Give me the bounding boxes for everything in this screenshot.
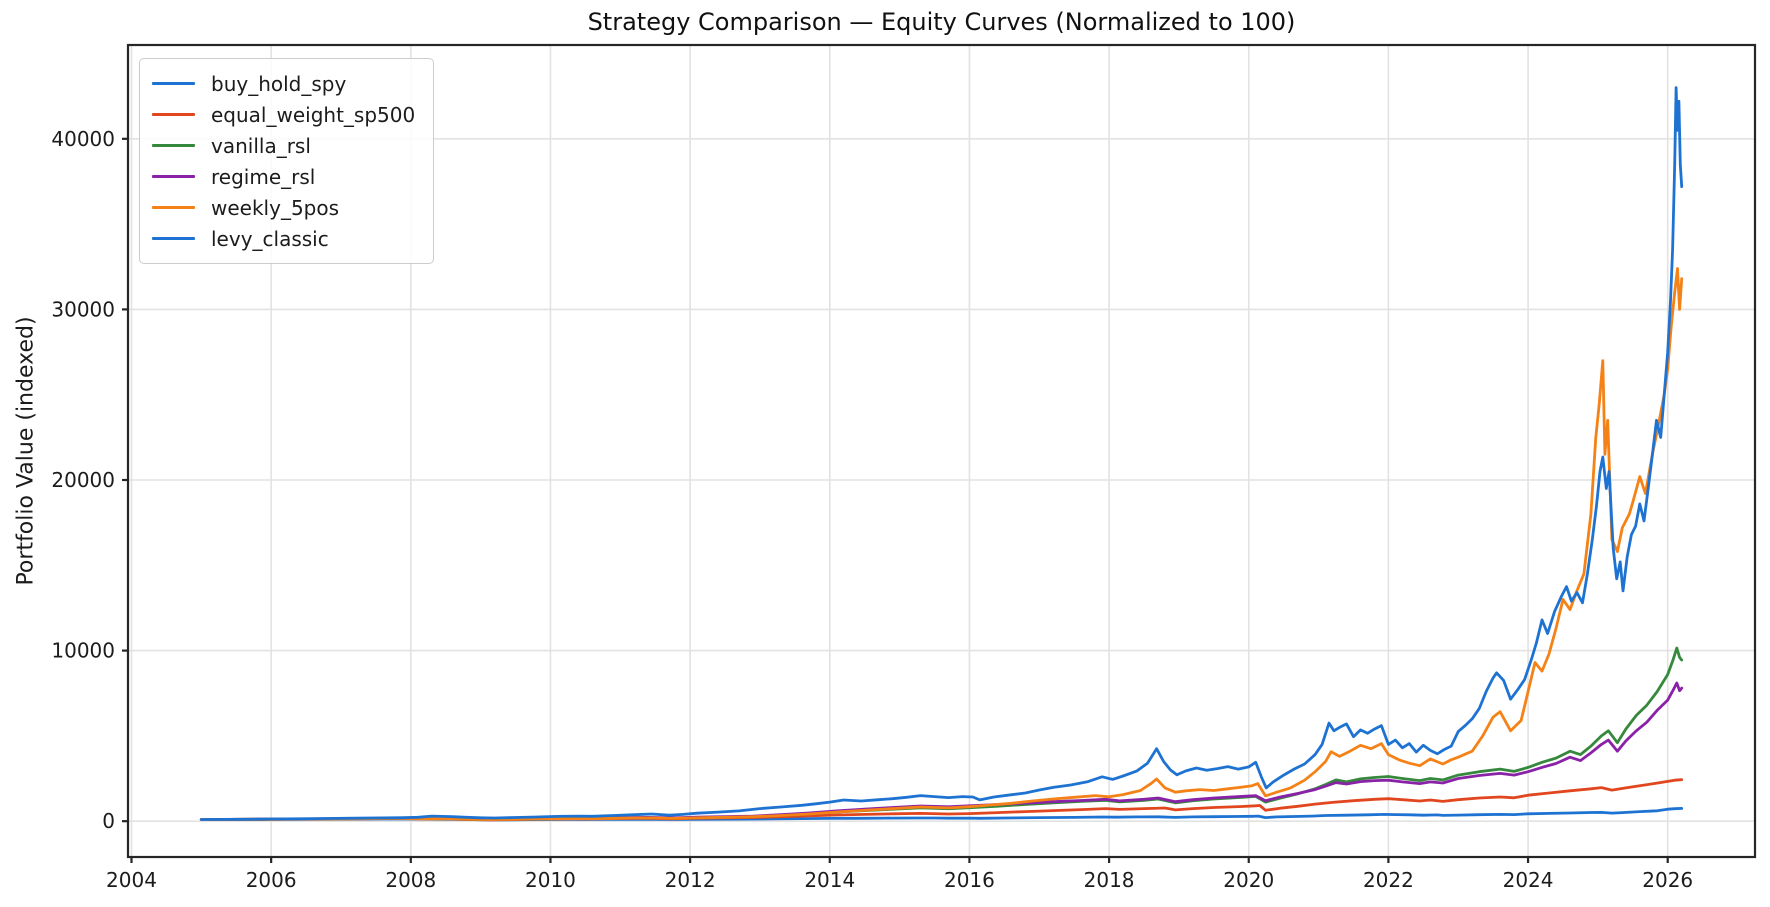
legend-item-buy_hold_spy: buy_hold_spy [152, 68, 415, 99]
legend-label: regime_rsl [211, 164, 316, 189]
x-tick-label: 2010 [525, 868, 576, 892]
legend: buy_hold_spy equal_weight_sp500 vanilla_rs… [139, 58, 435, 264]
legend-line-swatch [152, 81, 195, 86]
legend-line-swatch [152, 205, 195, 210]
legend-line-swatch [152, 143, 195, 148]
legend-label: buy_hold_spy [211, 71, 347, 96]
x-tick-label: 2004 [106, 868, 157, 892]
x-tick-label: 2026 [1642, 868, 1693, 892]
y-tick-label: 40000 [51, 127, 115, 151]
y-tick-label: 0 [102, 809, 115, 833]
legend-item-regime_rsl: regime_rsl [152, 161, 415, 192]
legend-item-equal_weight_sp500: equal_weight_sp500 [152, 99, 415, 130]
legend-item-vanilla_rsl: vanilla_rsl [152, 130, 415, 161]
legend-label: vanilla_rsl [211, 133, 311, 158]
legend-item-weekly_5pos: weekly_5pos [152, 192, 415, 223]
y-tick-label: 20000 [51, 468, 115, 492]
x-tick-label: 2008 [385, 868, 436, 892]
legend-label: equal_weight_sp500 [211, 102, 416, 127]
legend-line-swatch [152, 112, 195, 117]
x-tick-label: 2012 [665, 868, 716, 892]
legend-line-swatch [152, 174, 195, 179]
legend-label: weekly_5pos [211, 195, 340, 220]
legend-line-swatch [152, 236, 195, 241]
x-tick-label: 2022 [1363, 868, 1414, 892]
x-tick-label: 2006 [246, 868, 297, 892]
legend-item-levy_classic: levy_classic [152, 223, 415, 254]
x-tick-label: 2014 [804, 868, 855, 892]
y-tick-label: 30000 [51, 297, 115, 321]
chart-title: Strategy Comparison — Equity Curves (Nor… [587, 8, 1296, 36]
series-line-levy_classic [199, 86, 1684, 821]
x-tick-label: 2024 [1503, 868, 1554, 892]
plot-frame [126, 43, 1757, 859]
y-tick-label: 10000 [51, 639, 115, 663]
x-tick-label: 2016 [944, 868, 995, 892]
series-line-weekly_5pos [199, 267, 1684, 821]
x-tick-label: 2020 [1223, 868, 1274, 892]
legend-label: levy_classic [211, 226, 329, 251]
series-line-vanilla_rsl [199, 646, 1684, 821]
x-tick-label: 2018 [1084, 868, 1135, 892]
